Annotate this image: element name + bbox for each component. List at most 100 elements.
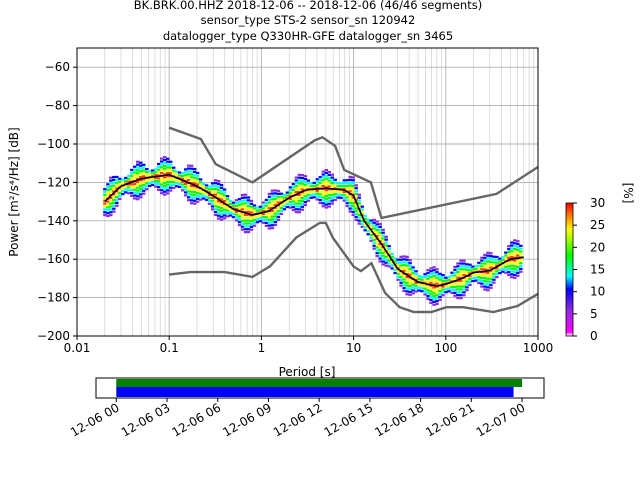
heatmap-cell	[279, 209, 284, 213]
heatmap-cell	[423, 273, 427, 276]
heatmap-cell	[300, 202, 305, 206]
heatmap-cell	[189, 179, 194, 182]
heatmap-cell	[243, 216, 248, 219]
heatmap-cell	[279, 207, 284, 210]
heatmap-cell	[157, 185, 161, 189]
heatmap-cell	[411, 274, 415, 278]
heatmap-cell	[213, 208, 218, 211]
heatmap-cell	[489, 260, 493, 264]
heatmap-cell	[219, 183, 224, 187]
heatmap-cell	[459, 259, 463, 262]
heatmap-cell	[121, 190, 125, 193]
heatmap-cell	[300, 176, 305, 180]
heatmap-cell	[207, 199, 212, 203]
heatmap-cell	[327, 202, 331, 205]
heatmap-cell	[246, 205, 251, 208]
heatmap-cell	[270, 189, 275, 192]
heatmap-cell	[327, 182, 331, 185]
heatmap-cell	[420, 278, 424, 281]
heatmap-cell	[139, 181, 143, 185]
heatmap-cell	[507, 256, 511, 259]
heatmap-cell	[423, 278, 427, 282]
heatmap-cell	[384, 252, 388, 256]
heatmap-cell	[321, 170, 326, 173]
heatmap-cell	[261, 207, 266, 210]
heatmap-cell	[339, 193, 343, 197]
heatmap-cell	[294, 202, 299, 205]
heatmap-cell	[471, 265, 475, 268]
heatmap-cell	[216, 182, 221, 186]
heatmap-cell	[168, 172, 173, 175]
heatmap-cell	[237, 223, 242, 227]
heatmap-cell	[243, 225, 248, 228]
heatmap-cell	[163, 156, 167, 159]
heatmap-cell	[285, 205, 290, 209]
heatmap-cell	[294, 185, 299, 188]
heatmap-cell	[441, 282, 445, 285]
heatmap-cell	[471, 274, 475, 277]
heatmap-cell	[378, 245, 382, 249]
heatmap-cell	[165, 163, 170, 166]
colorbar-label: [%]	[621, 183, 635, 204]
heatmap-cell	[495, 261, 499, 264]
heatmap-cell	[240, 219, 245, 223]
heatmap-cell	[333, 195, 337, 199]
heatmap-cell	[510, 276, 514, 279]
heatmap-cell	[516, 248, 520, 251]
heatmap-cell	[414, 275, 418, 279]
heatmap-cell	[249, 219, 254, 223]
heatmap-cell	[258, 205, 263, 208]
heatmap-cell	[408, 262, 412, 265]
heatmap-cell	[106, 188, 110, 192]
heatmap-cell	[225, 197, 230, 201]
heatmap-cell	[462, 291, 466, 294]
heatmap-cell	[378, 257, 382, 260]
heatmap-cell	[195, 174, 200, 177]
heatmap-cell	[375, 226, 379, 229]
heatmap-cell	[222, 205, 227, 208]
heatmap-cell	[165, 177, 170, 181]
heatmap-cell	[429, 290, 433, 293]
heatmap-cell	[438, 287, 442, 290]
heatmap-cell	[189, 184, 194, 188]
heatmap-cell	[294, 187, 299, 191]
low-noise-model-line	[169, 221, 538, 314]
heatmap-cell	[136, 166, 140, 169]
heatmap-cell	[489, 283, 493, 287]
heatmap-cell	[450, 274, 454, 277]
heatmap-cell	[264, 224, 269, 227]
heatmap-cell	[130, 171, 134, 174]
heatmap-cell	[414, 284, 418, 287]
heatmap-cell	[168, 175, 173, 178]
heatmap-cell	[192, 179, 197, 182]
heatmap-cell	[291, 206, 296, 209]
heatmap-cell	[360, 211, 364, 214]
heatmap-cell	[222, 197, 227, 200]
heatmap-cell	[342, 185, 346, 188]
heatmap-cell	[291, 200, 296, 203]
x-tick-label: 1	[258, 341, 266, 355]
heatmap-cell	[291, 188, 296, 191]
heatmap-cell	[192, 188, 197, 191]
timeline-tick-label: 12-06 09	[220, 400, 274, 439]
heatmap-cell	[267, 218, 272, 221]
heatmap-cell	[357, 210, 361, 214]
heatmap-cell	[315, 178, 320, 181]
heatmap-cell	[210, 190, 215, 194]
heatmap-cell	[477, 267, 481, 270]
heatmap-cell	[189, 187, 194, 190]
heatmap-cell	[495, 273, 499, 276]
heatmap-cell	[348, 204, 352, 207]
heatmap-cell	[174, 182, 179, 185]
heatmap-cell	[103, 196, 107, 199]
heatmap-cell	[133, 177, 137, 180]
heatmap-cell	[210, 199, 215, 202]
heatmap-cell	[294, 208, 299, 211]
heatmap-cell	[333, 198, 337, 202]
heatmap-cell	[168, 163, 173, 166]
heatmap-cell	[163, 176, 167, 179]
heatmap-cell	[216, 200, 221, 203]
heatmap-cell	[438, 298, 442, 301]
heatmap-cell	[192, 167, 197, 171]
